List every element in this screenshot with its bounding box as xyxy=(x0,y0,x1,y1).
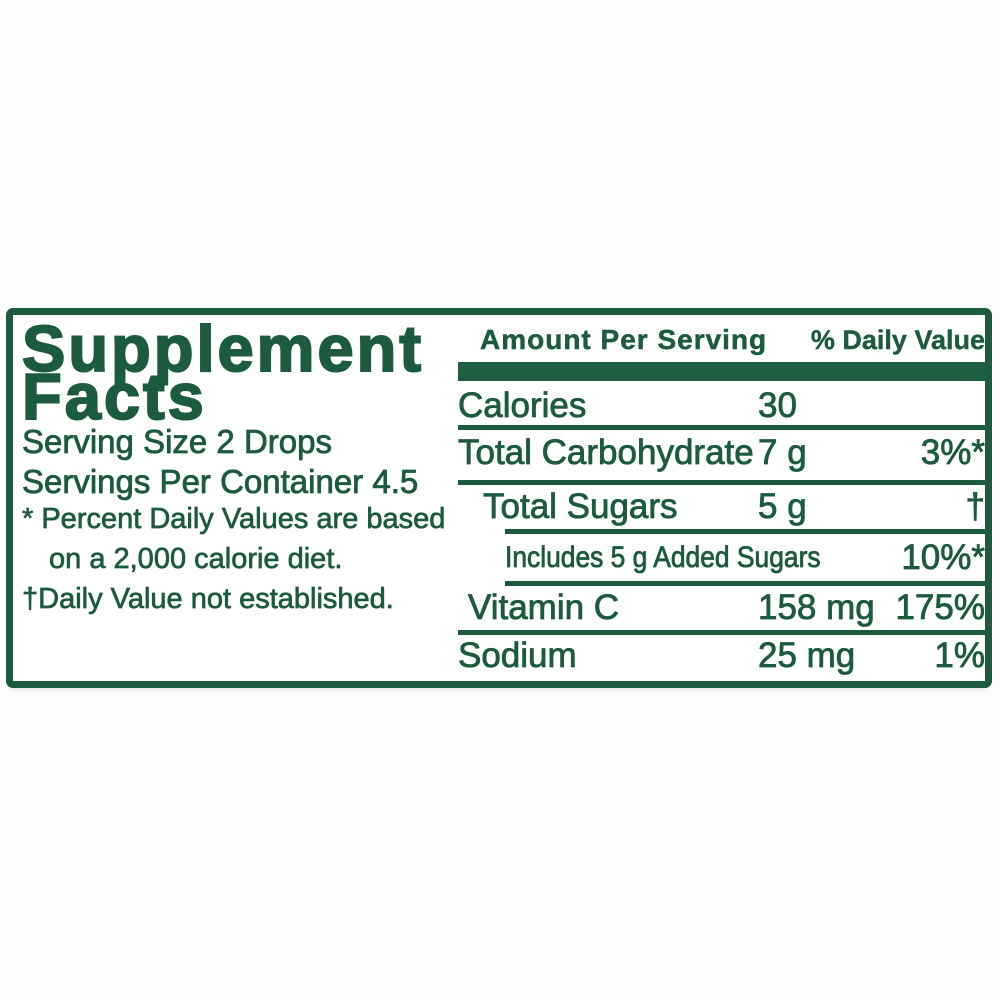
row-name: Sodium xyxy=(458,636,577,676)
header-thick-bar xyxy=(458,362,985,381)
table-row-total-sugars: Total Sugars 5 g † xyxy=(458,485,985,529)
footnote-percent-line1: * Percent Daily Values are based xyxy=(22,503,446,536)
row-name: Total Sugars xyxy=(483,487,678,527)
panel-content: Supplement Facts Serving Size 2 Drops Se… xyxy=(13,315,985,681)
table-header: Amount Per Serving % Daily Value xyxy=(458,324,985,355)
row-daily-value: 10%* xyxy=(901,538,985,578)
table-row-vitamin-c: Vitamin C 158 mg 175% xyxy=(458,586,985,630)
row-name: Includes 5 g Added Sugars xyxy=(505,541,821,575)
servings-per-container-text: Servings Per Container 4.5 xyxy=(22,463,419,501)
row-daily-value: 1% xyxy=(934,636,985,676)
row-divider xyxy=(458,425,985,430)
row-daily-value: 175% xyxy=(895,588,985,628)
panel-left-column: Supplement Facts Serving Size 2 Drops Se… xyxy=(21,315,458,681)
row-amount: 7 g xyxy=(758,433,807,473)
table-row-sodium: Sodium 25 mg 1% xyxy=(458,635,985,677)
row-daily-value: † xyxy=(965,487,985,527)
row-daily-value: 3%* xyxy=(920,433,985,473)
serving-info: Serving Size 2 Drops Servings Per Contai… xyxy=(22,422,419,502)
row-divider xyxy=(505,581,985,586)
table-row-added-sugars: Includes 5 g Added Sugars 10%* xyxy=(458,534,985,581)
footnote-percent-line2: on a 2,000 calorie diet. xyxy=(49,543,343,576)
row-divider xyxy=(505,529,985,534)
panel-title-line2: Facts xyxy=(21,360,207,433)
row-amount: 158 mg xyxy=(758,588,876,628)
footnote-dagger: †Daily Value not established. xyxy=(22,583,395,616)
row-divider xyxy=(458,480,985,485)
row-name: Vitamin C xyxy=(468,588,620,628)
header-daily-value: % Daily Value xyxy=(810,325,985,355)
panel-title-line1: Supplement xyxy=(21,315,424,385)
row-divider xyxy=(458,630,985,635)
supplement-facts-panel: Supplement Facts Serving Size 2 Drops Se… xyxy=(6,308,992,688)
row-amount: 5 g xyxy=(758,487,807,527)
nutrition-table: Amount Per Serving % Daily Value Calorie… xyxy=(458,315,985,681)
row-name: Total Carbohydrate xyxy=(458,433,755,473)
row-name: Calories xyxy=(458,386,587,426)
serving-size-text: Serving Size 2 Drops xyxy=(22,423,333,461)
row-amount: 25 mg xyxy=(758,636,856,676)
table-row-total-carbohydrate: Total Carbohydrate 7 g 3%* xyxy=(458,430,985,475)
table-row-calories: Calories 30 xyxy=(458,386,985,426)
row-amount: 30 xyxy=(758,386,798,426)
footnotes: * Percent Daily Values are based on a 2,… xyxy=(22,499,446,619)
header-amount-per-serving: Amount Per Serving xyxy=(480,324,768,355)
